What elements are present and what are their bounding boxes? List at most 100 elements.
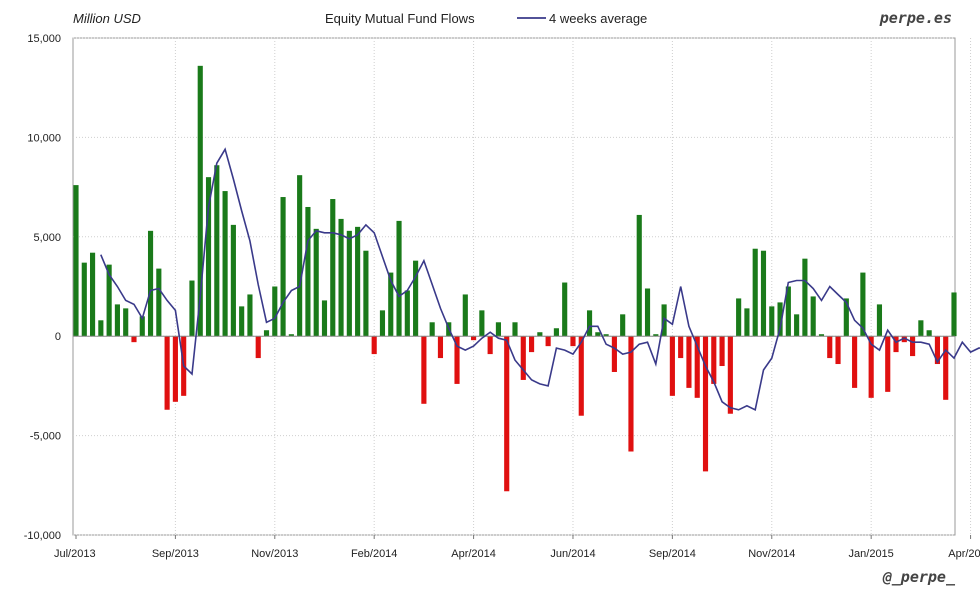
flow-bar — [727, 336, 733, 414]
flow-bar — [636, 214, 642, 337]
flow-bar — [586, 310, 593, 337]
y-tick-label: 15,000 — [27, 33, 61, 45]
x-tick-label: Apr/2014 — [451, 548, 496, 560]
flow-bar — [139, 316, 145, 337]
average-line — [100, 147, 980, 411]
flow-bar — [785, 286, 791, 337]
flow-bar — [553, 328, 559, 337]
flow-bar — [711, 336, 717, 384]
flow-bar — [528, 336, 535, 353]
flow-bar — [346, 230, 352, 337]
flow-bar — [263, 330, 270, 337]
flow-bar — [437, 336, 444, 359]
flow-bar — [338, 218, 344, 337]
flow-bar — [595, 332, 601, 337]
flow-bar — [147, 230, 154, 337]
flow-bar — [562, 282, 568, 337]
flow-bar — [454, 336, 460, 384]
y-tick-label: 0 — [55, 331, 61, 343]
flow-bar — [388, 272, 394, 337]
x-tick-label: Jan/2015 — [849, 548, 894, 560]
flow-bar — [230, 224, 236, 337]
flow-bar — [794, 314, 800, 337]
flow-bar — [106, 264, 112, 337]
flow-bar — [951, 292, 957, 337]
flow-bar — [98, 320, 104, 337]
flow-bar — [81, 262, 87, 337]
flow-bar — [918, 320, 924, 337]
flow-bar — [197, 65, 203, 337]
flow-bar — [172, 336, 178, 402]
flow-bar — [487, 336, 493, 355]
flow-bar — [479, 310, 485, 337]
flow-bar — [694, 336, 700, 398]
flow-bar — [752, 248, 758, 337]
flow-bar — [471, 336, 477, 341]
flow-bar — [893, 336, 899, 353]
flow-bar — [760, 250, 767, 337]
x-tick-label: Nov/2013 — [251, 548, 298, 560]
flow-bar — [686, 336, 692, 388]
flow-bar — [321, 300, 328, 337]
flow-bar — [802, 258, 808, 337]
flow-bar — [744, 308, 750, 337]
flow-bar — [736, 298, 742, 337]
flow-bar — [860, 272, 866, 337]
author-handle: @_perpe_ — [882, 568, 956, 586]
flow-bar — [620, 314, 626, 337]
flow-bar — [843, 298, 849, 337]
flow-bar — [669, 336, 675, 396]
flow-bar — [644, 288, 651, 337]
flow-bar — [189, 280, 195, 337]
flow-bar — [73, 185, 79, 337]
flow-bar — [131, 336, 137, 343]
x-tick-label: Feb/2014 — [351, 548, 397, 560]
flow-bar — [371, 336, 377, 355]
flow-bar — [164, 336, 170, 410]
flow-bar — [123, 308, 129, 337]
flow-bar — [777, 302, 783, 337]
flow-bar — [404, 290, 410, 337]
flow-bar — [810, 296, 816, 337]
flow-bar — [363, 250, 369, 337]
flow-bar — [943, 336, 949, 400]
flow-bar — [570, 336, 576, 347]
flow-bar — [512, 322, 518, 337]
flow-bar — [876, 304, 883, 337]
y-tick-label: -10,000 — [24, 530, 61, 542]
flow-bar — [504, 336, 510, 492]
x-tick-label: Apr/2015 — [948, 548, 980, 560]
flow-bar — [305, 206, 311, 337]
x-tick-label: Jul/2013 — [54, 548, 96, 560]
flow-bar — [421, 336, 427, 404]
y-axis-ticks: 15,000 10,000 5,000 0 -5,000 -10,000 — [24, 33, 61, 542]
flow-bar — [313, 228, 319, 337]
flow-bar — [603, 334, 609, 337]
y-tick-label: -5,000 — [30, 431, 61, 443]
flow-bar — [280, 197, 286, 337]
x-tick-label: Sep/2013 — [152, 548, 199, 560]
y-tick-label: 5,000 — [33, 232, 61, 244]
flow-bar — [462, 294, 468, 337]
flow-bar — [934, 336, 941, 365]
flow-bar — [678, 336, 684, 359]
flow-bar — [297, 175, 303, 337]
flow-bar — [114, 304, 120, 337]
flow-bar — [205, 177, 212, 337]
x-tick-label: Sep/2014 — [649, 548, 696, 560]
y-tick-label: 10,000 — [27, 132, 61, 144]
flow-bar — [901, 336, 907, 343]
flow-bar — [429, 322, 435, 337]
x-axis-ticks: Jul/2013 Sep/2013 Nov/2013 Feb/2014 Apr/2014… — [54, 535, 980, 560]
flow-bar — [702, 336, 709, 472]
flow-bar — [545, 336, 551, 347]
flow-bar — [537, 332, 543, 337]
flow-bar — [89, 252, 96, 337]
flow-bar — [156, 268, 162, 337]
flow-bar — [214, 165, 220, 337]
bar-series — [73, 65, 957, 492]
flow-bar — [910, 336, 916, 357]
flow-bar — [355, 226, 361, 337]
